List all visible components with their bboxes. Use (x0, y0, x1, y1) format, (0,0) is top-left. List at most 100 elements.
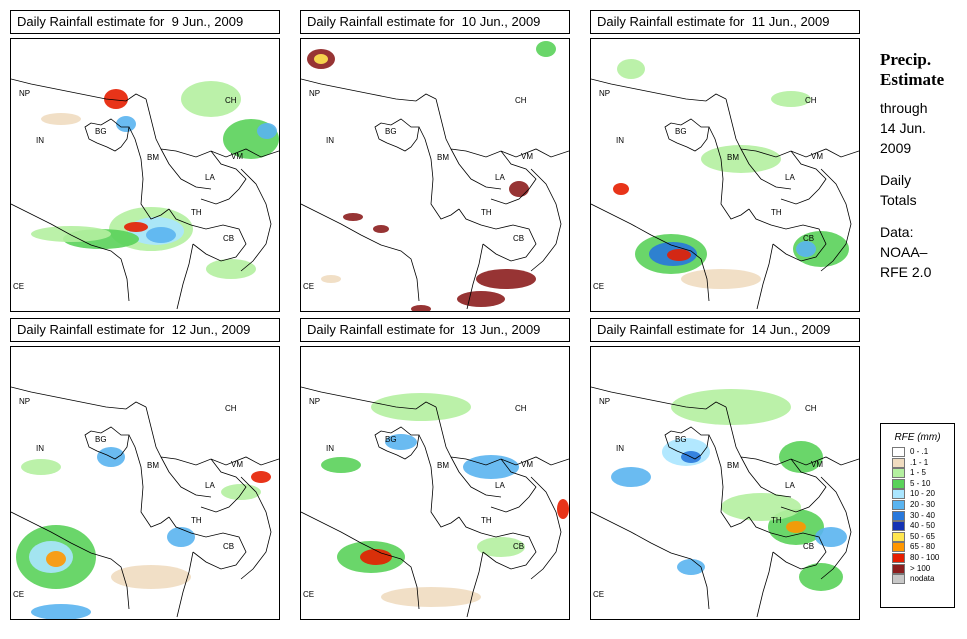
legend-item: 65 - 80 (881, 542, 954, 553)
country-boundary (725, 406, 859, 466)
country-boundary (820, 168, 852, 272)
rainfall-panel-jun-10: Daily Rainfall estimate for 10 Jun., 200… (300, 10, 570, 312)
legend-swatch (892, 552, 905, 563)
country-boundary (11, 78, 147, 102)
country-label: TH (771, 208, 782, 217)
through-date: through 14 Jun. 2009 (880, 100, 928, 156)
legend-swatch (892, 499, 905, 510)
rainfall-area (681, 269, 761, 289)
rainfall-area (509, 181, 529, 197)
legend-swatch (892, 574, 905, 585)
country-label: LA (205, 173, 215, 182)
legend-item: 20 - 30 (881, 499, 954, 511)
country-boundary (200, 458, 247, 513)
country-boundary (168, 208, 247, 262)
country-label: VM (521, 152, 533, 161)
country-label: TH (771, 516, 782, 525)
rainfall-area (477, 537, 525, 557)
country-label: CE (13, 590, 24, 599)
rainfall-area (411, 305, 431, 311)
rainfall-area (46, 551, 66, 567)
legend-item: 10 - 20 (881, 489, 954, 500)
panel-title: Daily Rainfall estimate for 9 Jun., 2009 (10, 10, 280, 34)
rainfall-area (701, 145, 781, 173)
country-label: BG (95, 127, 107, 136)
country-boundary (301, 386, 437, 410)
map-canvas: NP CH IN BG BM VM LA TH CB CE (301, 386, 569, 618)
map-canvas: NP CH IN BG BM VM LA TH CB CE (11, 78, 279, 310)
country-label: CH (225, 404, 237, 413)
legend-label: 40 - 50 (910, 521, 935, 531)
country-label: NP (19, 89, 30, 98)
rainfall-area (31, 226, 111, 242)
country-boundary (466, 551, 484, 618)
legend-swatch (892, 468, 905, 479)
country-label: IN (36, 444, 44, 453)
data-source: Data: NOAA– RFE 2.0 (880, 224, 932, 280)
rainfall-panel-jun-13: Daily Rainfall estimate for 13 Jun., 200… (300, 318, 570, 620)
country-boundary (11, 203, 130, 302)
country-boundary (145, 406, 279, 466)
country-label: VM (811, 460, 823, 469)
rainfall-area (381, 587, 481, 607)
country-label: BG (675, 127, 687, 136)
country-boundary (756, 243, 774, 310)
rainfall-area (671, 389, 791, 425)
precip-title: Precip. Estimate (880, 50, 945, 89)
country-label: NP (19, 397, 30, 406)
country-boundary (11, 386, 147, 410)
country-boundary (11, 511, 130, 610)
rainfall-area (167, 527, 195, 547)
legend-label: > 100 (910, 563, 931, 573)
country-boundary (664, 426, 710, 460)
legend-label: 80 - 100 (910, 552, 940, 562)
rainfall-area (321, 275, 341, 283)
country-boundary (240, 476, 272, 580)
rainfall-area (41, 113, 81, 125)
country-boundary (748, 516, 827, 570)
panel-title: Daily Rainfall estimate for 14 Jun., 200… (590, 318, 860, 342)
country-label: CB (513, 542, 524, 551)
country-label: CE (593, 590, 604, 599)
country-label: CB (513, 234, 524, 243)
country-label: LA (785, 481, 795, 490)
country-label: NP (599, 89, 610, 98)
rainfall-area (611, 467, 651, 487)
country-label: BM (147, 153, 159, 162)
country-boundary (435, 98, 569, 158)
country-boundary (708, 434, 750, 528)
rainfall-area (21, 459, 61, 475)
rainfall-area (463, 455, 519, 479)
rainfall-map: NP CH IN BG BM VM LA TH CB CE (300, 38, 570, 312)
country-label: LA (495, 173, 505, 182)
country-label: BM (727, 461, 739, 470)
legend-swatch (892, 542, 905, 553)
panel-title: Daily Rainfall estimate for 10 Jun., 200… (300, 10, 570, 34)
country-boundary (458, 516, 537, 570)
country-label: CE (303, 590, 314, 599)
rainfall-area (677, 559, 705, 575)
rainfall-area (457, 291, 505, 307)
country-boundary (160, 456, 212, 498)
country-label: CE (593, 282, 604, 291)
rainfall-panel-jun-11: Daily Rainfall estimate for 11 Jun., 200… (590, 10, 860, 312)
rainfall-map: NP CH IN BG BM VM LA TH CB CE (10, 38, 280, 312)
legend-label: nodata (910, 574, 935, 584)
map-canvas: NP CH IN BG BM VM LA TH CB CE (591, 59, 859, 310)
country-label: BM (727, 153, 739, 162)
legend-item: > 100 (881, 563, 954, 575)
legend-label: .1 - 1 (910, 457, 929, 467)
legend-item: nodata (881, 574, 954, 585)
panel-title: Daily Rainfall estimate for 12 Jun., 200… (10, 318, 280, 342)
rainfall-area (111, 565, 191, 589)
country-boundary (301, 203, 420, 302)
legend-label: 1 - 5 (910, 468, 927, 478)
country-label: VM (521, 460, 533, 469)
country-label: NP (599, 397, 610, 406)
rainfall-area (116, 116, 136, 132)
country-label: CB (223, 542, 234, 551)
country-boundary (301, 511, 420, 610)
country-boundary (530, 476, 562, 580)
country-label: BG (675, 435, 687, 444)
legend-item: 30 - 40 (881, 510, 954, 522)
